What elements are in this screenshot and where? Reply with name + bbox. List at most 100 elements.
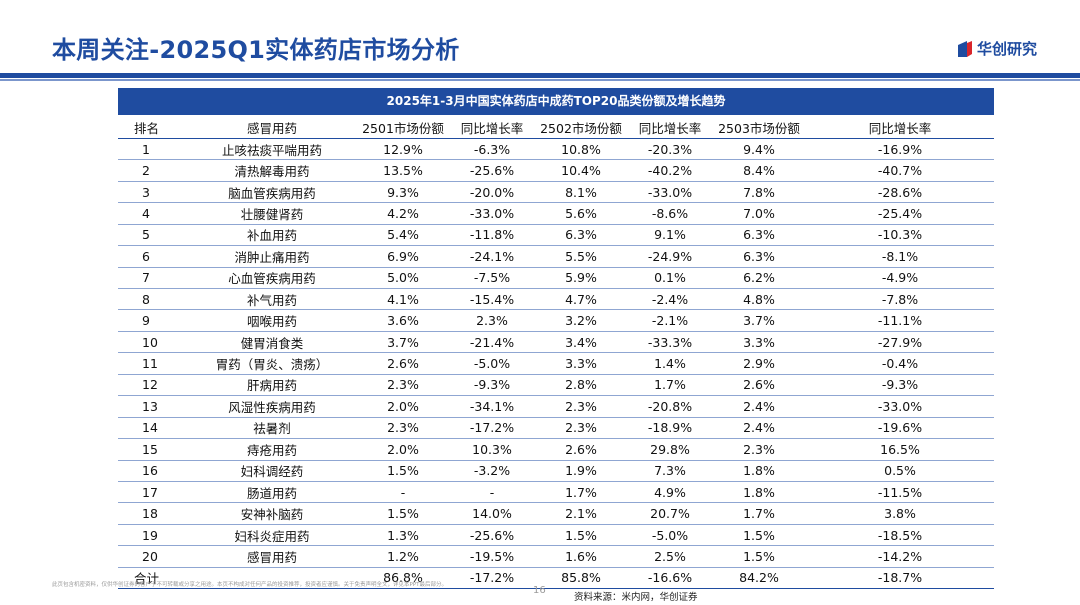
value-cell: -14.2% <box>806 545 995 568</box>
category-cell: 安神补脑药 <box>188 502 356 525</box>
table-row: 5 补血用药 5.4% -11.8% 6.3% 9.1% 6.3% -10.3% <box>118 224 995 247</box>
column-header: 2503市场份额 <box>712 117 806 139</box>
rank-cell: 12 <box>118 374 188 397</box>
value-cell: 1.8% <box>712 460 806 482</box>
table-row: 19 妇科炎症用药 1.3% -25.6% 1.5% -5.0% 1.5% -18.5% <box>118 524 995 547</box>
value-cell: -2.4% <box>628 288 712 311</box>
value-cell: 1.8% <box>712 481 806 504</box>
value-cell: 2.3% <box>712 438 806 461</box>
value-cell: -11.1% <box>806 309 995 332</box>
value-cell: 1.2% <box>356 545 450 568</box>
value-cell: 1.5% <box>356 502 450 525</box>
logo-mark-icon <box>958 40 972 57</box>
value-cell: -18.7% <box>806 567 995 590</box>
value-cell: -25.6% <box>450 159 534 182</box>
value-cell: 6.9% <box>356 245 450 268</box>
source-note: 资料来源：米内网，华创证券 <box>574 592 698 603</box>
category-cell: 胃药（胃炎、溃疡） <box>188 352 356 375</box>
category-cell: 妇科调经药 <box>188 460 356 482</box>
value-cell: 4.8% <box>712 288 806 311</box>
value-cell: -3.2% <box>450 460 534 482</box>
value-cell: 9.4% <box>712 138 806 161</box>
category-cell: 感冒用药 <box>188 545 356 568</box>
value-cell: 5.5% <box>534 245 628 268</box>
rank-cell: 19 <box>118 524 188 547</box>
value-cell: 1.3% <box>356 524 450 547</box>
table-row: 11 胃药（胃炎、溃疡） 2.6% -5.0% 3.3% 1.4% 2.9% -0.4% <box>118 352 995 375</box>
value-cell: 2.3% <box>356 374 450 397</box>
value-cell: 1.5% <box>534 524 628 547</box>
value-cell: 10.4% <box>534 159 628 182</box>
value-cell: 2.4% <box>712 395 806 418</box>
value-cell: 4.1% <box>356 288 450 311</box>
value-cell: -20.0% <box>450 181 534 204</box>
table-row: 16 妇科调经药 1.5% -3.2% 1.9% 7.3% 1.8% 0.5% <box>118 460 995 482</box>
value-cell: 6.3% <box>712 245 806 268</box>
category-cell: 健胃消食类 <box>188 331 356 354</box>
value-cell: 1.7% <box>712 502 806 525</box>
value-cell: -16.6% <box>628 567 712 590</box>
category-cell: 壮腰健肾药 <box>188 202 356 225</box>
value-cell: 2.8% <box>534 374 628 397</box>
value-cell: 13.5% <box>356 159 450 182</box>
value-cell: -33.0% <box>806 395 995 418</box>
value-cell: -8.1% <box>806 245 995 268</box>
value-cell: 20.7% <box>628 502 712 525</box>
category-cell: 止咳祛痰平喘用药 <box>188 138 356 161</box>
rank-cell: 11 <box>118 352 188 375</box>
value-cell: 1.7% <box>534 481 628 504</box>
total-row: 合计 86.8% -17.2% 85.8% -16.6% 84.2% -18.7% <box>118 567 995 590</box>
value-cell: -24.1% <box>450 245 534 268</box>
market-share-table: 排名 感冒用药 2501市场份额 同比增长率 2502市场份额 同比增长率 2503市场份额… <box>118 117 995 590</box>
value-cell: -25.6% <box>450 524 534 547</box>
value-cell: 2.0% <box>356 395 450 418</box>
header-divider-secondary <box>0 79 1080 81</box>
value-cell: -11.8% <box>450 224 534 247</box>
value-cell: -2.1% <box>628 309 712 332</box>
column-header: 排名 <box>118 117 188 139</box>
value-cell: -5.0% <box>450 352 534 375</box>
value-cell: 4.9% <box>628 481 712 504</box>
value-cell: 4.2% <box>356 202 450 225</box>
table-row: 14 祛暑剂 2.3% -17.2% 2.3% -18.9% 2.4% -19.6% <box>118 417 995 440</box>
value-cell: 2.6% <box>712 374 806 397</box>
value-cell: 3.2% <box>534 309 628 332</box>
rank-cell: 9 <box>118 309 188 332</box>
table-row: 4 壮腰健肾药 4.2% -33.0% 5.6% -8.6% 7.0% -25.4% <box>118 202 995 225</box>
value-cell: 10.8% <box>534 138 628 161</box>
value-cell: -9.3% <box>450 374 534 397</box>
value-cell: -7.8% <box>806 288 995 311</box>
category-cell: 祛暑剂 <box>188 417 356 440</box>
value-cell: 2.9% <box>712 352 806 375</box>
rank-cell: 16 <box>118 460 188 482</box>
value-cell: -18.5% <box>806 524 995 547</box>
value-cell: -33.0% <box>450 202 534 225</box>
value-cell: -15.4% <box>450 288 534 311</box>
rank-cell: 20 <box>118 545 188 568</box>
value-cell: 1.5% <box>712 545 806 568</box>
value-cell: 7.3% <box>628 460 712 482</box>
table-row: 6 消肿止痛用药 6.9% -24.1% 5.5% -24.9% 6.3% -8.1% <box>118 245 995 268</box>
value-cell: 10.3% <box>450 438 534 461</box>
category-cell: 肠道用药 <box>188 481 356 504</box>
table-row: 1 止咳祛痰平喘用药 12.9% -6.3% 10.8% -20.3% 9.4% -16.9% <box>118 138 995 161</box>
category-cell: 消肿止痛用药 <box>188 245 356 268</box>
table-caption: 2025年1-3月中国实体药店中成药TOP20品类份额及增长趋势 <box>118 88 994 115</box>
value-cell: 2.0% <box>356 438 450 461</box>
category-cell: 心血管疾病用药 <box>188 267 356 290</box>
value-cell: -20.3% <box>628 138 712 161</box>
company-logo: 华创研究 <box>958 38 1037 59</box>
value-cell: 3.7% <box>356 331 450 354</box>
table-row: 13 风湿性疾病用药 2.0% -34.1% 2.3% -20.8% 2.4% -33.0% <box>118 395 995 418</box>
rank-cell: 7 <box>118 267 188 290</box>
category-cell: 补气用药 <box>188 288 356 311</box>
value-cell: -17.2% <box>450 417 534 440</box>
category-cell: 肝病用药 <box>188 374 356 397</box>
value-cell: 2.3% <box>450 309 534 332</box>
market-share-table-section: 2025年1-3月中国实体药店中成药TOP20品类份额及增长趋势 排名 感冒用药 2… <box>118 88 995 590</box>
value-cell: -17.2% <box>450 567 534 590</box>
value-cell: 1.7% <box>628 374 712 397</box>
rank-cell: 10 <box>118 331 188 354</box>
logo-text: 华创研究 <box>977 40 1038 58</box>
rank-cell: 18 <box>118 502 188 525</box>
